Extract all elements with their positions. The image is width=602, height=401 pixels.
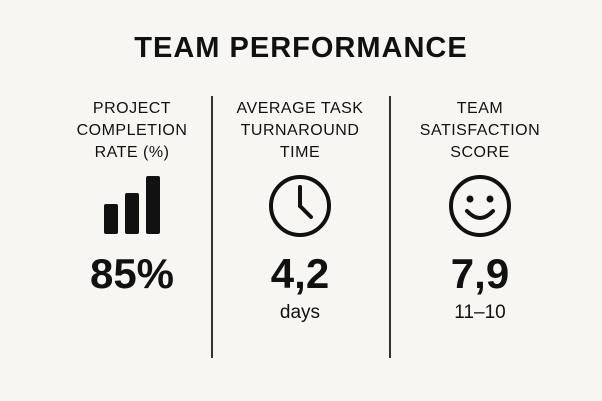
clock-icon <box>212 166 388 246</box>
metric-scale: 11–10 <box>454 302 506 323</box>
metric-project-completion: PROJECT COMPLETION RATE (%) 85% <box>44 98 220 298</box>
metric-label-line: TEAM <box>456 100 504 117</box>
metric-label-line: TURNAROUND <box>240 122 360 139</box>
metric-label-line: COMPLETION <box>76 122 188 139</box>
metric-label: TEAM SATISFACTION SCORE <box>392 98 568 166</box>
metric-unit: days <box>279 302 321 323</box>
metric-label-line: SCORE <box>450 144 510 161</box>
metric-value: 85% <box>89 250 175 297</box>
metric-label-line: SATISFACTION <box>419 122 541 139</box>
column-divider <box>389 96 391 358</box>
column-divider <box>211 96 213 358</box>
metric-value: 7,9 <box>450 250 510 297</box>
dashboard-title: TEAM PERFORMANCE <box>134 32 468 64</box>
metric-label-line: TIME <box>279 144 321 161</box>
metric-label-line: AVERAGE TASK <box>236 100 364 117</box>
bar-chart-icon <box>44 166 220 246</box>
metric-label: AVERAGE TASK TURNAROUND TIME <box>212 98 388 166</box>
smiley-face-icon <box>392 166 568 246</box>
metric-value: 4,2 <box>270 250 330 297</box>
metric-label-line: RATE (%) <box>94 144 170 161</box>
metric-label: PROJECT COMPLETION RATE (%) <box>44 98 220 166</box>
metric-label-line: PROJECT <box>92 100 172 117</box>
metric-team-satisfaction: TEAM SATISFACTION SCORE 7,9 11–10 <box>392 98 568 326</box>
metric-turnaround-time: AVERAGE TASK TURNAROUND TIME 4,2 days <box>212 98 388 326</box>
